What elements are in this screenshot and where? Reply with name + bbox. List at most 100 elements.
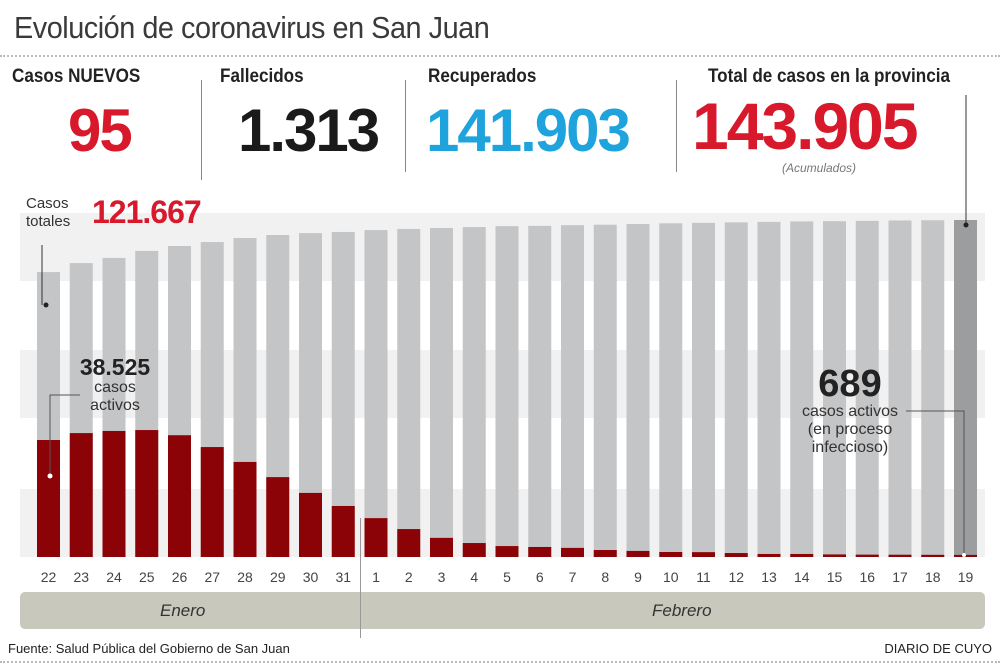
leader-dot xyxy=(47,473,53,479)
bar-active-22 xyxy=(37,440,60,557)
total-annotation-line: totales xyxy=(26,213,71,230)
total-value: 143.905 xyxy=(692,89,919,163)
bar-active-12 xyxy=(724,553,748,557)
x-tick-label: 30 xyxy=(303,569,319,585)
annotation-line: casos xyxy=(94,379,136,396)
brand-text: DIARIO DE CUYO xyxy=(884,641,992,656)
annotation-line: infeccioso) xyxy=(811,439,889,456)
total-annotation-line: Casos xyxy=(26,195,69,212)
bar-active-28 xyxy=(233,461,257,557)
x-tick-label: 14 xyxy=(794,569,810,585)
total-annotation-value: 121.667 xyxy=(92,194,202,230)
bar-active-15 xyxy=(823,554,846,557)
deaths-label: Fallecidos xyxy=(220,66,304,87)
leader-line xyxy=(906,410,965,555)
divider xyxy=(201,80,202,180)
bar-active-29 xyxy=(266,477,290,557)
x-tick-label: 13 xyxy=(761,569,777,585)
bar-total-6 xyxy=(528,225,552,557)
bar-active-13 xyxy=(757,553,781,557)
bar-active-9 xyxy=(626,550,650,557)
page-title: Evolución de coronavirus en San Juan xyxy=(14,10,490,45)
bar-total-17 xyxy=(888,220,912,557)
x-tick-label: 16 xyxy=(859,569,875,585)
x-tick-label: 24 xyxy=(106,569,122,585)
bar-total-10 xyxy=(659,223,683,557)
bar-total-14 xyxy=(790,221,814,557)
x-tick-label: 27 xyxy=(204,569,220,585)
new-cases-value: 95 xyxy=(68,97,133,164)
leader-dot xyxy=(962,553,966,557)
x-tick-label: 6 xyxy=(536,569,544,585)
x-tick-label: 19 xyxy=(958,569,974,585)
source-text: Fuente: Salud Pública del Gobierno de Sa… xyxy=(8,641,290,656)
x-tick-label: 17 xyxy=(892,569,908,585)
bar-active-27 xyxy=(200,447,224,557)
bar-total-3 xyxy=(430,227,453,557)
bar-total-30 xyxy=(299,233,322,557)
bar-total-12 xyxy=(724,222,748,558)
x-tick-label: 3 xyxy=(438,569,446,585)
recovered-label: Recuperados xyxy=(428,66,537,87)
x-tick-label: 22 xyxy=(41,569,57,585)
x-tick-label: 2 xyxy=(405,569,413,585)
x-tick-label: 11 xyxy=(696,569,711,585)
x-tick-label: 31 xyxy=(335,569,351,585)
active-start-value: 38.525 xyxy=(79,354,151,380)
bar-active-30 xyxy=(299,492,322,557)
bar-total-18 xyxy=(921,220,945,557)
bar-active-8 xyxy=(593,550,617,557)
total-note: (Acumulados) xyxy=(782,161,857,175)
bar-total-19 xyxy=(954,220,977,557)
total-annotation-label: Casos totales xyxy=(26,195,70,231)
month-band xyxy=(20,592,985,629)
bar-total-31 xyxy=(331,231,355,557)
new-cases-label: Casos NUEVOS xyxy=(12,66,141,87)
bar-active-10 xyxy=(659,551,683,557)
bar-total-15 xyxy=(823,221,846,557)
leader-dot xyxy=(43,302,49,308)
divider xyxy=(0,55,1000,57)
deaths-value: 1.313 xyxy=(238,97,380,164)
bar-active-6 xyxy=(528,546,552,557)
bar-total-8 xyxy=(593,224,617,557)
x-tick-label: 28 xyxy=(237,569,253,585)
bar-total-11 xyxy=(692,222,715,557)
bar-total-2 xyxy=(397,228,421,557)
bar-active-1 xyxy=(364,518,388,557)
bar-active-4 xyxy=(462,543,486,557)
leader-line xyxy=(49,394,80,476)
x-tick-label: 18 xyxy=(925,569,941,585)
x-tick-label: 9 xyxy=(634,569,642,585)
bar-active-17 xyxy=(888,554,912,557)
bar-active-25 xyxy=(135,430,159,557)
annotation-line: casos activos xyxy=(801,403,899,420)
bar-total-7 xyxy=(561,225,584,558)
bar-active-31 xyxy=(331,505,355,557)
bar-active-11 xyxy=(692,552,715,557)
divider xyxy=(0,661,1000,663)
x-tick-label: 12 xyxy=(728,569,744,585)
bar-active-14 xyxy=(790,553,814,557)
bar-active-5 xyxy=(495,546,519,557)
month-january: Enero xyxy=(160,601,206,620)
bar-total-5 xyxy=(495,226,519,557)
x-tick-label: 5 xyxy=(503,569,511,585)
bar-active-3 xyxy=(430,537,453,557)
x-tick-label: 15 xyxy=(827,569,843,585)
x-tick-label: 10 xyxy=(663,569,679,585)
active-end-annotation: 689 casos activos (en proceso infeccioso… xyxy=(790,365,910,457)
bar-total-13 xyxy=(757,221,781,557)
x-tick-label: 8 xyxy=(601,569,609,585)
bar-total-16 xyxy=(855,220,879,557)
leader-dot xyxy=(963,222,969,228)
x-tick-label: 7 xyxy=(569,569,577,585)
x-tick-label: 23 xyxy=(73,569,89,585)
recovered-value: 141.903 xyxy=(426,97,631,164)
divider xyxy=(676,80,677,172)
x-tick-label: 1 xyxy=(372,569,380,585)
bar-active-23 xyxy=(69,433,93,557)
active-end-value: 689 xyxy=(818,363,882,405)
total-label: Total de casos en la provincia xyxy=(708,66,951,87)
